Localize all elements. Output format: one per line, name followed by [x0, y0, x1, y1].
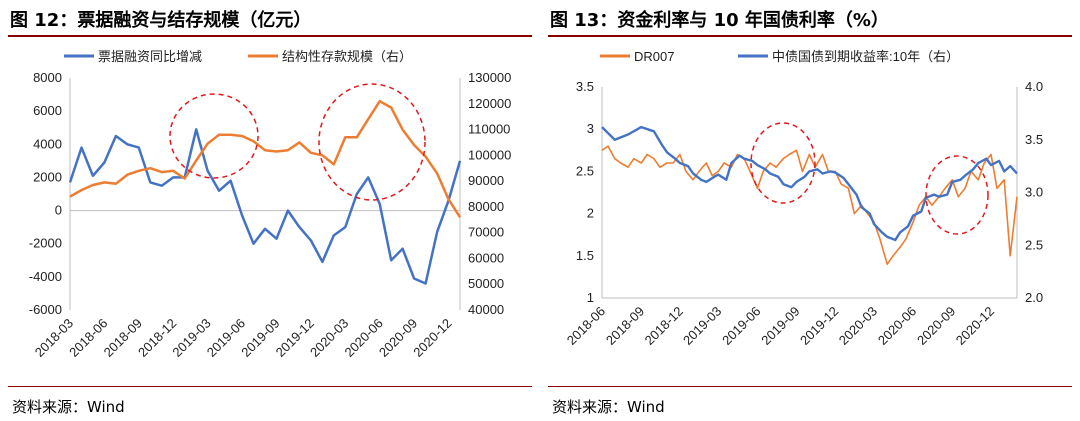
annotation-circle — [750, 122, 816, 204]
annotation-circle — [169, 93, 259, 179]
x-tick-label: 2020-03 — [836, 304, 880, 348]
y-left-tick-label: 6000 — [33, 103, 62, 118]
y-left-tick-label: 2000 — [33, 169, 62, 184]
y-right-tick-label: 3.5 — [1025, 132, 1043, 147]
line-chart: 1 1.5 2 2.5 3 3.5 2.0 2.5 3.0 3.5 4.0 2018-062018-0… — [564, 49, 1043, 348]
legend-label: 票据融资同比增减 — [98, 49, 202, 64]
series-line — [68, 128, 462, 285]
source-note: 资料来源：Wind — [552, 398, 665, 416]
y-right-tick-label: 2.5 — [1025, 237, 1043, 252]
y-right-tick-label: 2.0 — [1025, 290, 1043, 305]
source-note: 资料来源：Wind — [12, 398, 125, 416]
legend-label: 中债国债到期收益率:10年（右） — [772, 49, 959, 64]
legend-label: DR007 — [634, 49, 674, 64]
chart-title: 图 12：票据融资与结存规模（亿元） — [10, 10, 312, 31]
y-right-tick-label: 60000 — [468, 250, 504, 265]
annotation-circle — [318, 83, 426, 201]
series-line — [601, 145, 1018, 265]
title-rule — [548, 35, 1072, 37]
x-tick-label: 2018-12 — [642, 304, 686, 348]
x-tick-label: 2018-06 — [564, 304, 608, 348]
x-tick-label: 2019-06 — [719, 304, 763, 348]
y-left-tick-label: 1.5 — [576, 248, 594, 263]
chart-title: 图 13：资金利率与 10 年国债利率（%） — [550, 10, 889, 31]
series-line — [601, 125, 1018, 242]
series-line — [69, 99, 462, 218]
y-right-tick-label: 50000 — [468, 276, 504, 291]
line-chart: -6000 -4000 -2000 0 2000 4000 6000 8000 40000 500… — [29, 49, 512, 360]
y-right-tick-label: 4.0 — [1025, 79, 1043, 94]
y-left-tick-label: 3 — [587, 121, 594, 136]
y-right-tick-label: 3.0 — [1025, 185, 1043, 200]
source-rule — [548, 386, 1072, 387]
chart-panel-financing: 图 12：票据融资与结存规模（亿元） -6000 -4000 -2000 0 2000 4… — [8, 10, 532, 416]
y-right-tick-label: 120000 — [468, 96, 511, 111]
x-tick-label: 2019-09 — [758, 304, 802, 348]
y-right-tick-label: 80000 — [468, 199, 504, 214]
y-left-tick-label: -4000 — [29, 269, 62, 284]
x-tick-label: 2020-06 — [875, 304, 919, 348]
y-left-tick-label: 2 — [587, 206, 594, 221]
annotation-circle — [925, 155, 989, 235]
y-right-tick-label: 90000 — [468, 173, 504, 188]
title-rule — [8, 35, 532, 37]
y-right-tick-label: 110000 — [468, 122, 510, 137]
y-right-tick-label: 70000 — [468, 225, 504, 240]
y-left-tick-label: 3.5 — [576, 79, 594, 94]
x-tick-label: 2019-03 — [680, 304, 724, 348]
source-rule — [8, 386, 532, 387]
legend-label: 结构性存款规模（右） — [282, 49, 412, 64]
x-tick-label: 2018-09 — [603, 304, 647, 348]
y-right-tick-label: 40000 — [468, 302, 504, 317]
y-left-tick-label: 0 — [55, 203, 62, 218]
y-left-tick-label: 2.5 — [576, 163, 594, 178]
x-tick-label: 2020-12 — [953, 304, 997, 348]
x-tick-label: 2020-09 — [914, 304, 958, 348]
y-left-tick-label: -2000 — [29, 236, 62, 251]
x-tick-label: 2019-12 — [797, 304, 841, 348]
y-right-tick-label: 130000 — [468, 70, 511, 85]
y-right-tick-label: 100000 — [468, 147, 511, 162]
chart-panel-rates: 图 13：资金利率与 10 年国债利率（%） 1 1.5 2 2.5 3 3.5 2.0 2.… — [540, 0, 1080, 421]
y-left-tick-label: 1 — [587, 290, 594, 305]
y-left-tick-label: -6000 — [29, 302, 62, 317]
x-tick-label: 2020-12 — [410, 316, 454, 360]
y-left-tick-label: 4000 — [33, 136, 62, 151]
y-left-tick-label: 8000 — [33, 70, 62, 85]
